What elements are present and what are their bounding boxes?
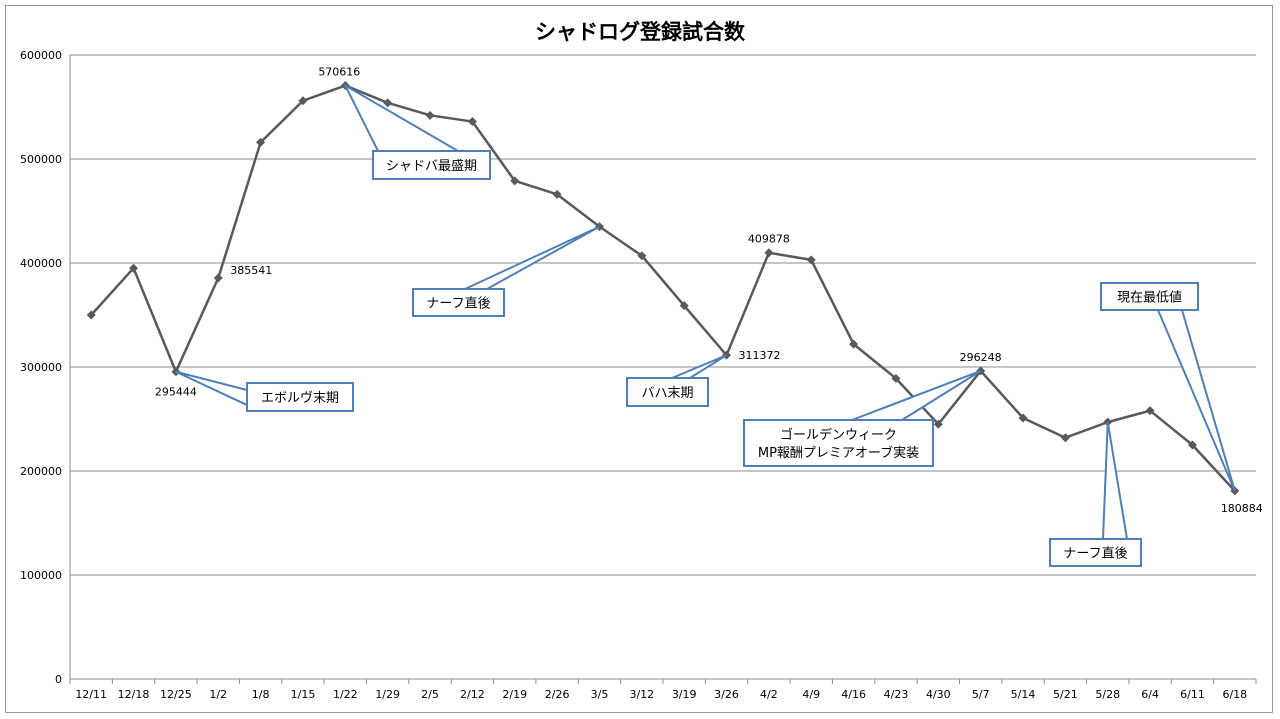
data-point	[510, 176, 520, 186]
x-tick-label: 2/19	[502, 688, 527, 701]
data-label: 385541	[230, 264, 272, 277]
x-tick-label: 3/12	[629, 688, 654, 701]
callout-box	[743, 419, 934, 467]
callout-box	[1100, 282, 1199, 311]
x-tick-label: 5/21	[1053, 688, 1078, 701]
x-tick-label: 5/14	[1011, 688, 1036, 701]
callout: 現在最低値	[1100, 282, 1236, 492]
x-tick-label: 5/7	[972, 688, 990, 701]
callout-text: MP報酬プレミアオーブ実装	[758, 445, 919, 461]
data-label: 570616	[318, 66, 360, 79]
x-tick-label: 5/28	[1095, 688, 1120, 701]
y-tick-label: 100000	[20, 569, 62, 582]
data-point	[383, 98, 393, 108]
data-point	[213, 273, 223, 283]
data-point	[891, 373, 901, 383]
callout-text: シャドバ最盛期	[386, 159, 477, 174]
callout-pointer	[1156, 309, 1236, 492]
data-point	[1060, 433, 1070, 443]
data-point	[129, 263, 139, 273]
data-point	[764, 248, 774, 258]
callout-text: 現在最低値	[1117, 290, 1182, 306]
data-point	[806, 255, 816, 265]
x-tick-label: 1/22	[333, 688, 358, 701]
series-line	[90, 84, 1236, 492]
data-point	[425, 110, 435, 120]
data-point	[1018, 413, 1028, 423]
callout-box	[372, 150, 491, 180]
x-tick-label: 2/12	[460, 688, 485, 701]
y-tick-label: 200000	[20, 465, 62, 478]
callout: シャドバ最盛期	[342, 83, 491, 180]
x-tick-label: 4/23	[884, 688, 909, 701]
x-tick-label: 4/2	[760, 688, 778, 701]
y-tick-label: 400000	[20, 257, 62, 270]
callout-box	[412, 288, 505, 317]
data-label: 295444	[155, 386, 197, 399]
data-label: 311372	[739, 349, 781, 362]
x-tick-label: 12/18	[118, 688, 150, 701]
callout-box	[626, 377, 709, 407]
x-tick-label: 6/18	[1222, 688, 1247, 701]
callout: エボルヴ末期	[175, 370, 354, 412]
data-label: 296248	[960, 351, 1002, 364]
y-tick-label: 600000	[20, 49, 62, 62]
data-point	[1187, 440, 1197, 450]
data-point	[552, 189, 562, 199]
callout: ナーフ直後	[1049, 421, 1142, 567]
data-point	[86, 310, 96, 320]
callout-text: エボルヴ末期	[261, 390, 339, 406]
x-tick-label: 1/29	[375, 688, 400, 701]
data-point	[298, 96, 308, 106]
x-tick-label: 12/25	[160, 688, 192, 701]
x-tick-label: 4/16	[841, 688, 866, 701]
y-tick-label: 0	[55, 673, 62, 686]
y-tick-label: 500000	[20, 153, 62, 166]
x-tick-label: 6/4	[1141, 688, 1159, 701]
data-point	[637, 251, 647, 261]
chart-frame	[5, 5, 1273, 713]
x-tick-label: 2/5	[421, 688, 439, 701]
data-label: 180884	[1221, 502, 1263, 515]
x-tick-label: 2/26	[545, 688, 570, 701]
data-point	[467, 117, 477, 127]
callout-text: バハ末期	[641, 386, 693, 401]
x-tick-label: 1/8	[252, 688, 270, 701]
x-tick-label: 4/9	[802, 688, 820, 701]
x-tick-label: 3/26	[714, 688, 739, 701]
x-tick-label: 4/30	[926, 688, 951, 701]
x-tick-label: 3/5	[591, 688, 609, 701]
data-label: 409878	[748, 233, 790, 246]
x-tick-label: 6/11	[1180, 688, 1205, 701]
callout-box	[1049, 538, 1142, 567]
callout: バハ末期	[626, 354, 728, 407]
data-point	[256, 137, 266, 147]
callout: ゴールデンウィーク MP報酬プレミアオーブ実装	[743, 369, 982, 467]
callout-box	[246, 382, 354, 412]
callout-pointer	[464, 225, 600, 290]
callout-pointer	[1101, 421, 1129, 540]
data-point	[1145, 406, 1155, 416]
x-tick-label: 12/11	[75, 688, 107, 701]
callout: ナーフ直後	[412, 225, 600, 317]
x-tick-label: 1/2	[209, 688, 227, 701]
data-point	[849, 339, 859, 349]
callout-text: ナーフ直後	[426, 297, 490, 312]
callout-pointer	[342, 83, 462, 152]
callout-text: ナーフ直後	[1063, 547, 1127, 562]
x-tick-label: 1/15	[291, 688, 316, 701]
data-point	[679, 301, 689, 311]
data-point	[933, 419, 943, 429]
y-tick-label: 300000	[20, 361, 62, 374]
chart-title: シャドログ登録試合数	[535, 20, 745, 44]
x-tick-label: 3/19	[672, 688, 697, 701]
callout-text: ゴールデンウィーク	[780, 427, 897, 443]
